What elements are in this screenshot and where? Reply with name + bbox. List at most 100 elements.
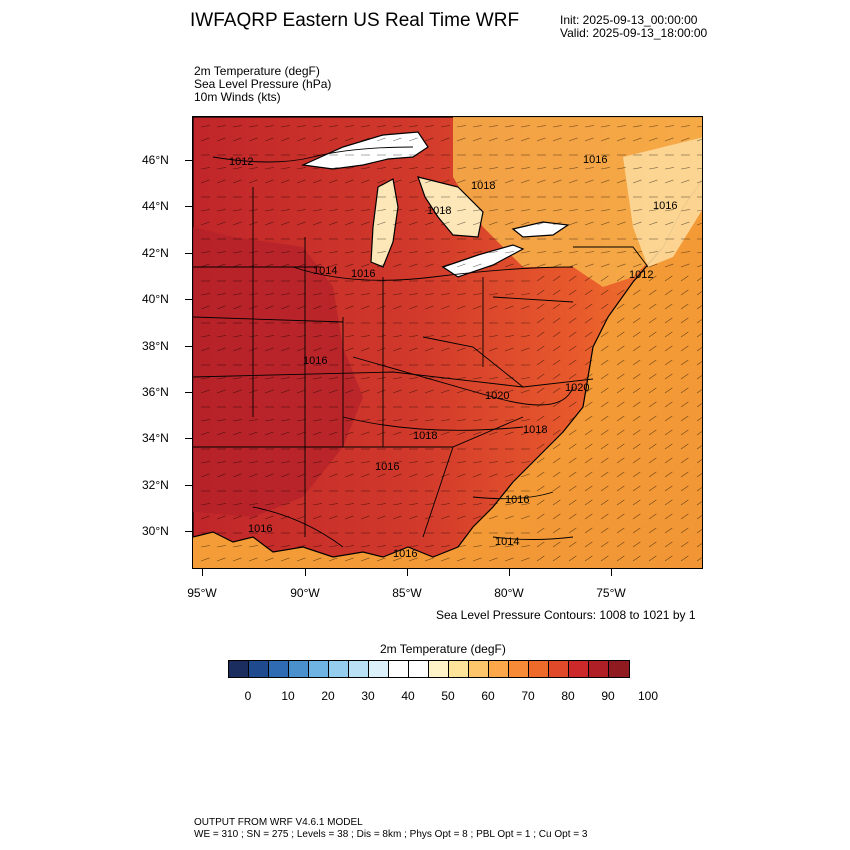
wind-barb	[232, 389, 242, 394]
wind-barb	[296, 557, 306, 562]
wind-barb	[328, 389, 338, 394]
wind-barb	[328, 503, 338, 506]
wind-barb	[200, 125, 210, 128]
wind-barb	[376, 209, 386, 212]
wind-barb	[408, 221, 418, 226]
wind-barb	[600, 275, 609, 282]
wind-barb	[264, 503, 274, 506]
wind-barb	[440, 461, 450, 464]
contour-label: 1018	[413, 430, 437, 442]
lon-label: 75°W	[596, 586, 626, 600]
wind-barb	[616, 221, 626, 226]
wind-barb	[408, 473, 418, 478]
wind-barb	[392, 137, 402, 142]
wind-barb	[312, 137, 322, 142]
wind-barb	[632, 345, 641, 352]
wind-barb	[328, 419, 338, 422]
wind-barb	[376, 251, 386, 254]
contour-label: 1016	[375, 461, 399, 473]
wind-barb	[488, 557, 498, 562]
wind-barb	[232, 377, 242, 380]
wind-barb	[200, 221, 210, 226]
wind-barb	[328, 305, 338, 310]
wind-barb	[472, 305, 482, 310]
wind-barb	[488, 179, 498, 184]
wind-barb	[520, 431, 530, 436]
wind-barb	[296, 305, 306, 310]
wind-barb	[568, 263, 578, 268]
field-pressure: Sea Level Pressure (hPa)	[194, 77, 332, 91]
wind-barb	[392, 125, 402, 128]
wind-barb	[648, 457, 657, 464]
wind-barb	[648, 251, 658, 254]
wind-barb	[664, 345, 673, 352]
wind-barb	[232, 251, 242, 254]
wind-barb	[664, 221, 674, 226]
wind-barb	[328, 263, 338, 268]
wind-barb	[504, 431, 514, 436]
wind-barb	[280, 125, 290, 128]
wind-barb	[440, 419, 450, 422]
wind-barb	[552, 263, 562, 268]
wind-barb	[408, 251, 418, 254]
wind-barb	[696, 543, 702, 548]
wind-barb	[680, 471, 689, 478]
wind-barb	[616, 485, 625, 492]
wind-barb	[424, 335, 434, 338]
plot-title: IWFAQRP Eastern US Real Time WRF	[190, 10, 520, 31]
wind-barb	[648, 541, 657, 548]
wind-barb	[280, 473, 290, 478]
lake-huron	[417, 176, 484, 238]
lon-tick	[407, 569, 408, 576]
wind-barb	[456, 293, 466, 296]
colorbar-box	[509, 661, 529, 677]
wind-barb	[200, 557, 210, 562]
wind-barb	[584, 345, 593, 352]
wind-barb	[312, 167, 322, 170]
wind-barb	[536, 485, 545, 492]
wind-barb	[504, 293, 514, 296]
lat-label: 38°N	[142, 339, 169, 353]
wind-barb	[280, 179, 290, 184]
lake-michigan	[370, 178, 399, 268]
wind-barb	[456, 431, 466, 436]
wind-barb	[472, 419, 482, 422]
wind-barb	[344, 179, 354, 184]
wind-barb	[264, 305, 274, 310]
wind-barb	[312, 305, 322, 310]
wind-barb	[568, 209, 578, 212]
wind-barb	[584, 275, 593, 282]
state-borders	[193, 187, 649, 538]
wind-barb	[344, 167, 354, 170]
wind-barb	[552, 457, 561, 464]
wind-barb	[568, 429, 577, 436]
wind-barb	[616, 513, 625, 520]
wind-barb	[328, 293, 338, 296]
wind-barb	[216, 347, 226, 352]
wind-barb	[248, 209, 258, 212]
wind-barb	[216, 419, 226, 422]
wind-barb	[264, 557, 274, 562]
wind-barb	[568, 457, 577, 464]
wind-barb	[568, 167, 578, 170]
wind-barb	[200, 335, 210, 338]
wind-barb	[600, 179, 610, 184]
wind-barb	[424, 167, 434, 170]
wind-barb	[664, 415, 673, 422]
wind-barb	[472, 221, 482, 226]
wind-barb	[456, 473, 466, 478]
wind-barb	[264, 461, 274, 464]
wind-barb	[440, 557, 450, 562]
wind-barb	[200, 377, 210, 380]
wind-barb	[648, 345, 657, 352]
colorbar-box	[229, 661, 249, 677]
wind-barb	[312, 557, 322, 562]
wind-barb	[472, 293, 482, 296]
wind-barb	[456, 545, 466, 548]
wind-barb	[264, 545, 274, 548]
wind-barb	[424, 263, 434, 268]
wind-barb	[536, 179, 546, 184]
model-footer: OUTPUT FROM WRF V4.6.1 MODEL WE = 310 ; …	[194, 817, 587, 841]
wind-barb	[248, 377, 258, 380]
wind-barb	[632, 137, 642, 142]
